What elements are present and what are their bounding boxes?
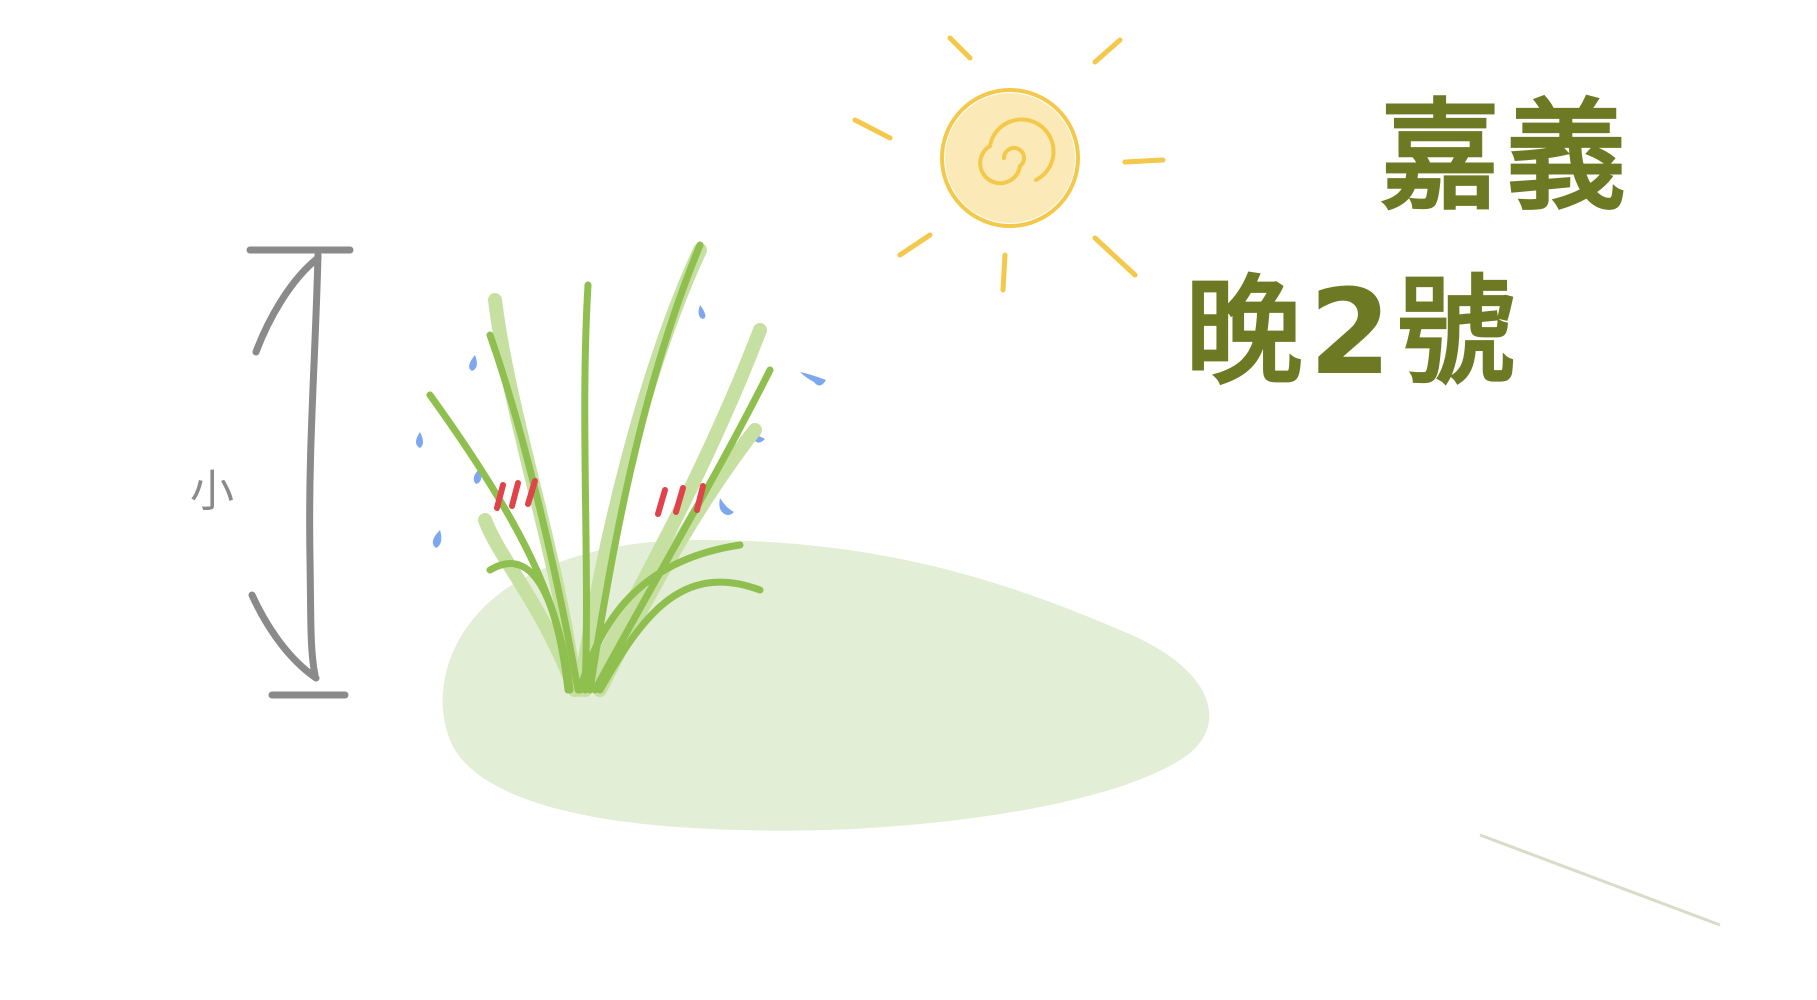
title-line-2: 晚2號 xyxy=(1185,263,1522,401)
title-line-1: 嘉義 xyxy=(1380,88,1632,227)
water-drop-icon xyxy=(416,305,826,548)
scale-label: 小 xyxy=(190,466,234,517)
rice-plant-icon xyxy=(426,241,774,697)
faint-stroke xyxy=(1479,833,1721,927)
height-arrow-icon xyxy=(246,246,354,699)
sun-icon xyxy=(852,35,1166,293)
